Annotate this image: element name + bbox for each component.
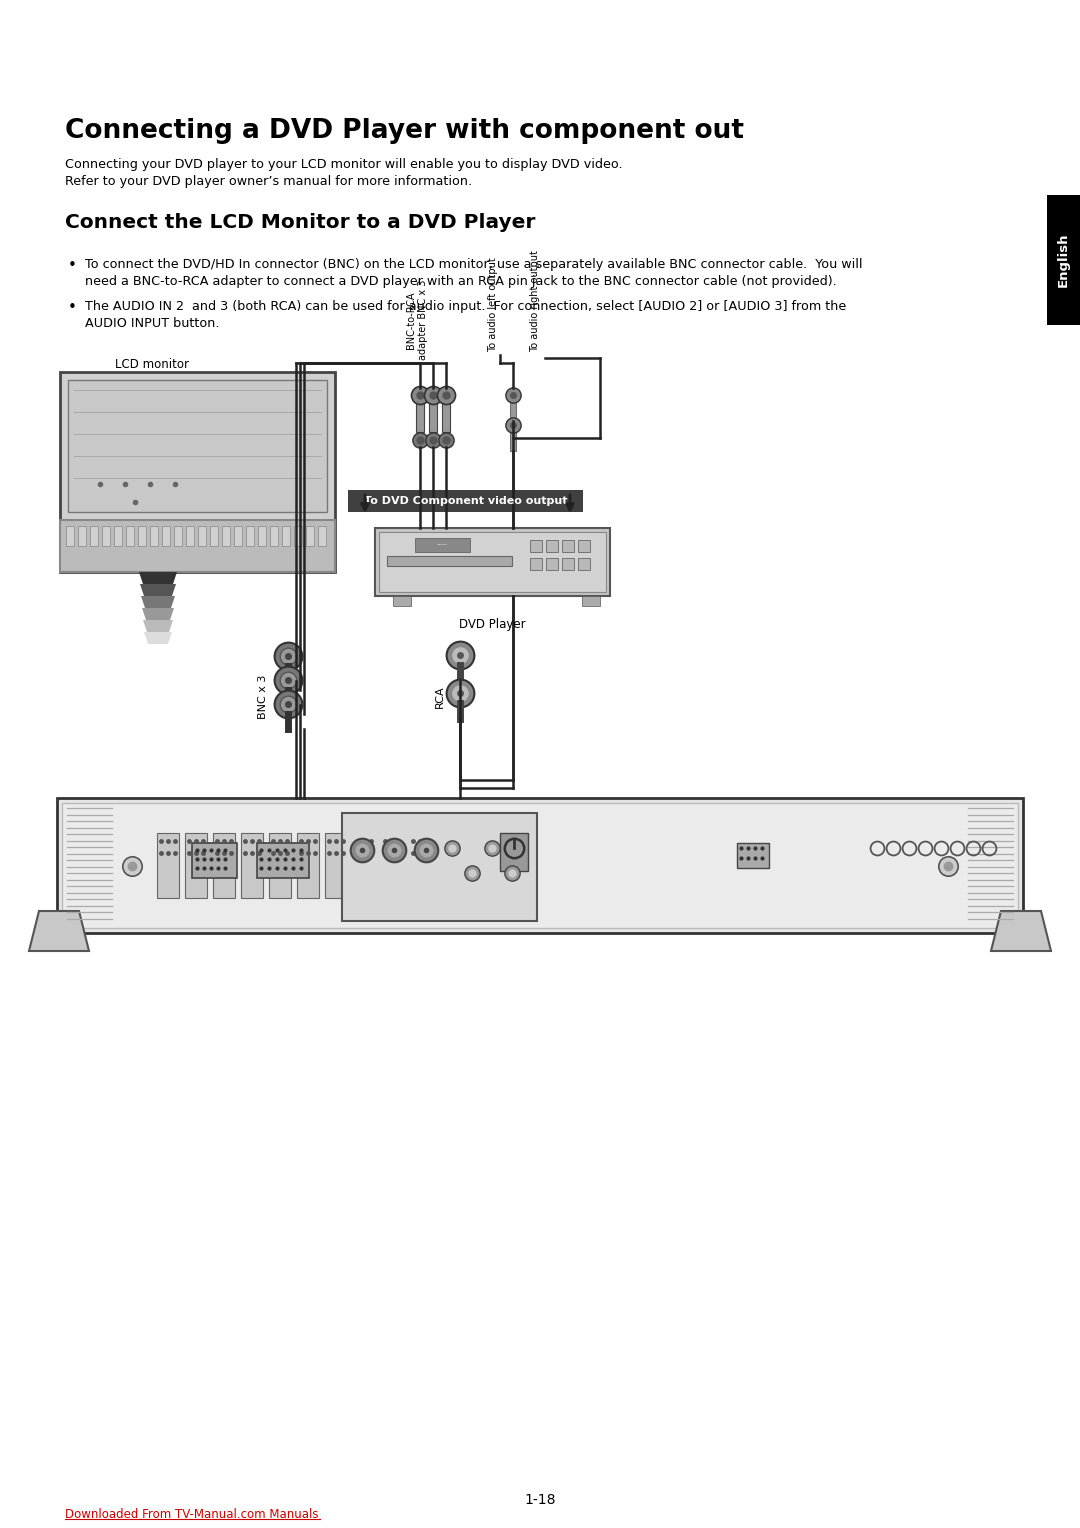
Bar <box>102 526 110 545</box>
Bar <box>270 526 278 545</box>
Bar <box>353 833 375 898</box>
Bar <box>510 400 516 422</box>
Text: To DVD Component video output: To DVD Component video output <box>364 497 567 506</box>
Bar <box>162 526 170 545</box>
Bar <box>546 539 558 552</box>
Bar <box>318 526 326 545</box>
Bar <box>582 596 600 607</box>
Bar <box>222 526 230 545</box>
Bar <box>213 833 235 898</box>
Polygon shape <box>140 584 176 596</box>
Text: The AUDIO IN 2  and 3 (both RCA) can be used for audio input.  For connection, s: The AUDIO IN 2 and 3 (both RCA) can be u… <box>85 299 847 313</box>
Bar <box>578 558 590 570</box>
Bar <box>257 843 309 879</box>
Bar <box>1047 196 1080 325</box>
Bar <box>57 798 1023 934</box>
Text: •: • <box>68 299 77 315</box>
Text: To audio right output: To audio right output <box>530 251 540 351</box>
Text: BNC-to-RCA
adapter BNC x 3: BNC-to-RCA adapter BNC x 3 <box>406 280 428 361</box>
Bar <box>138 526 146 545</box>
Bar <box>562 558 573 570</box>
Bar <box>150 526 158 545</box>
Bar <box>530 539 542 552</box>
Bar <box>500 833 528 871</box>
Text: Downloaded From TV-Manual.com Manuals: Downloaded From TV-Manual.com Manuals <box>65 1508 319 1520</box>
Bar <box>297 833 319 898</box>
Bar <box>186 526 194 545</box>
Bar <box>62 804 1018 927</box>
Text: To audio left output: To audio left output <box>488 257 498 351</box>
Bar <box>415 538 470 552</box>
Bar <box>192 843 237 879</box>
Bar <box>60 520 335 571</box>
Text: Refer to your DVD player owner’s manual for more information.: Refer to your DVD player owner’s manual … <box>65 176 472 188</box>
Bar <box>241 833 264 898</box>
Text: BNC x 3: BNC x 3 <box>258 675 268 720</box>
Bar <box>269 833 291 898</box>
Bar <box>387 556 512 565</box>
Bar <box>409 833 431 898</box>
Text: DVD Player: DVD Player <box>459 617 526 631</box>
Polygon shape <box>991 911 1051 950</box>
Bar <box>68 380 327 512</box>
Bar <box>185 833 207 898</box>
Bar <box>157 833 179 898</box>
Bar <box>348 490 583 512</box>
Bar <box>282 526 291 545</box>
Text: LCD monitor: LCD monitor <box>114 358 189 371</box>
Bar <box>416 402 424 432</box>
Text: English: English <box>1056 232 1069 287</box>
Bar <box>294 526 302 545</box>
Bar <box>442 402 450 432</box>
Text: Connecting your DVD player to your LCD monitor will enable you to display DVD vi: Connecting your DVD player to your LCD m… <box>65 157 623 171</box>
Bar <box>381 833 403 898</box>
Bar <box>379 532 606 591</box>
Polygon shape <box>139 571 177 584</box>
Bar <box>737 843 769 868</box>
Polygon shape <box>141 608 174 620</box>
Bar <box>546 558 558 570</box>
Bar <box>234 526 242 545</box>
Polygon shape <box>29 911 89 950</box>
Bar <box>429 402 437 432</box>
Text: •: • <box>68 258 77 274</box>
Bar <box>325 833 347 898</box>
Bar <box>78 526 86 545</box>
Text: ----: ---- <box>436 541 447 550</box>
Text: 1-18: 1-18 <box>524 1493 556 1507</box>
Bar <box>306 526 314 545</box>
Bar <box>393 596 411 607</box>
Bar <box>174 526 183 545</box>
Bar <box>578 539 590 552</box>
Bar <box>126 526 134 545</box>
Bar <box>258 526 266 545</box>
Text: AUDIO INPUT button.: AUDIO INPUT button. <box>85 316 219 330</box>
Bar <box>562 539 573 552</box>
Bar <box>246 526 254 545</box>
Bar <box>198 526 206 545</box>
Polygon shape <box>143 620 173 633</box>
Bar <box>210 526 218 545</box>
Bar <box>90 526 98 545</box>
Text: need a BNC-to-RCA adapter to connect a DVD player with an RCA pin jack to the BN: need a BNC-to-RCA adapter to connect a D… <box>85 275 837 287</box>
Bar <box>375 529 610 596</box>
Text: RCA: RCA <box>435 686 445 709</box>
Bar <box>510 431 516 451</box>
Bar <box>66 526 75 545</box>
Bar <box>60 371 335 571</box>
Bar <box>342 813 537 921</box>
Bar <box>530 558 542 570</box>
Polygon shape <box>144 633 172 643</box>
Bar <box>114 526 122 545</box>
Polygon shape <box>141 596 175 608</box>
Text: To connect the DVD/HD In connector (BNC) on the LCD monitor, use a separately av: To connect the DVD/HD In connector (BNC)… <box>85 258 863 270</box>
Text: Connecting a DVD Player with component out: Connecting a DVD Player with component o… <box>65 118 744 144</box>
Text: Connect the LCD Monitor to a DVD Player: Connect the LCD Monitor to a DVD Player <box>65 212 536 232</box>
